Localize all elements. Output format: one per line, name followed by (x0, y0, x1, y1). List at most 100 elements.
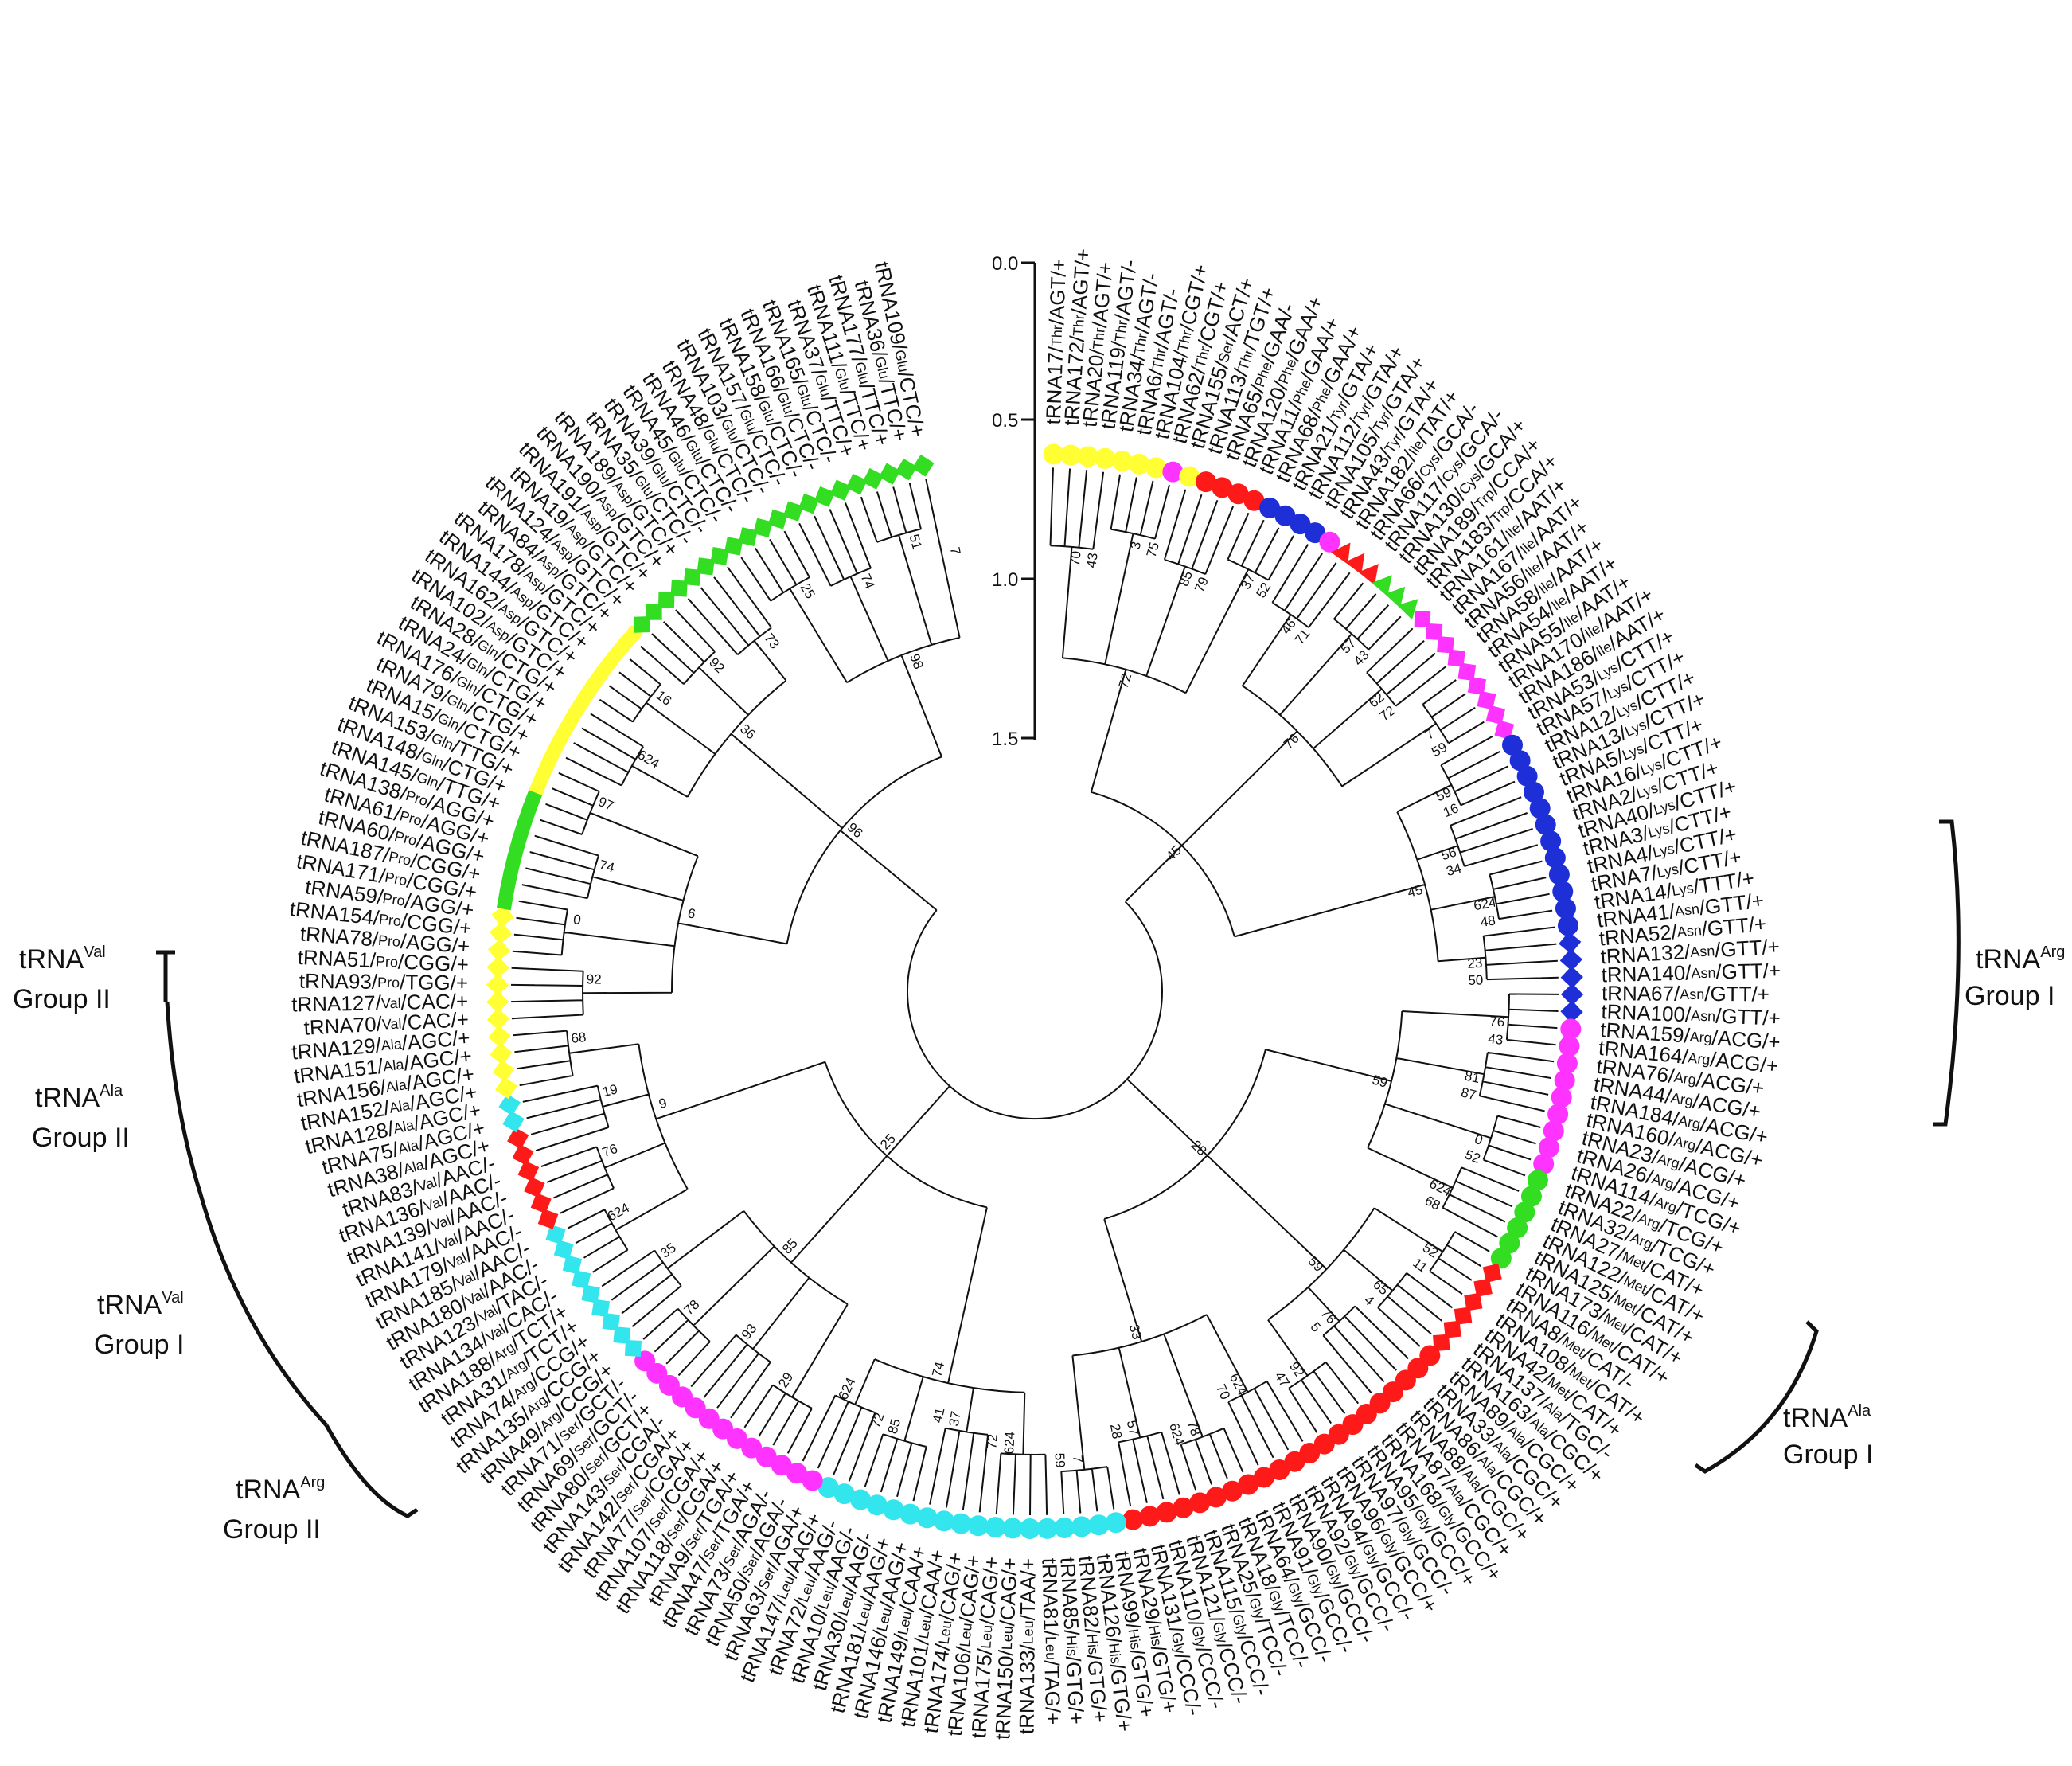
leaf-marker-trna2 (1535, 814, 1556, 835)
leaf-marker-trna115 (1189, 1492, 1211, 1514)
leaf-marker-trna52 (1559, 931, 1582, 955)
leaf-marker-trna127 (486, 990, 509, 1014)
leaf-amino-acid: Val (381, 1015, 402, 1032)
leaf-name: tRNA132/ (1600, 940, 1692, 969)
leaf-anticodon: /AGT/+ (1067, 248, 1095, 315)
leaf-amino-acid: Leu (935, 1619, 954, 1646)
leaf-name: tRNA85/ (1056, 1557, 1083, 1637)
leaf-marker-trna64 (1238, 1474, 1259, 1495)
leaf-label-trna100: tRNA100/Asn/GTT/+ (1601, 999, 1781, 1030)
leaf-marker-trna63 (802, 1470, 823, 1491)
group-label-ala-1: tRNAAla (1783, 1402, 1871, 1433)
bootstrap-value: 9 (657, 1095, 669, 1112)
leaf-marker-trna100 (1560, 1000, 1583, 1023)
leaf-amino-acid: Asn (1691, 964, 1716, 981)
leaf-marker-trna104 (1145, 457, 1167, 479)
leaf-anticodon: /AGG/+ (400, 929, 470, 959)
leaf-amino-acid: Ala (380, 1036, 404, 1053)
leaf-marker-trna177 (878, 463, 901, 485)
leaf-name: tRNA67/ (1602, 981, 1680, 1006)
scale-tick-label: 0.5 (992, 410, 1018, 432)
leaf-marker-trna31 (591, 1299, 611, 1318)
leaf-amino-acid: Ala (384, 1076, 408, 1096)
leaf-name: tRNA93/ (299, 969, 378, 994)
leaf-amino-acid: His (1106, 1643, 1125, 1665)
leaf-amino-acid: Pro (393, 828, 419, 849)
leaf-marker-trna74 (602, 1312, 620, 1331)
bracket-arg-group-1 (1933, 819, 1961, 1127)
leaf-marker-trna180 (553, 1240, 574, 1260)
bootstrap-value: 68 (570, 1030, 587, 1046)
leaf-name: tRNA127/ (291, 990, 382, 1016)
bootstrap-value: 43 (1487, 1031, 1504, 1048)
bootstrap-value: 59 (1371, 1072, 1389, 1091)
leaf-amino-acid: His (1063, 1635, 1080, 1656)
leaf-marker-trna4 (1548, 864, 1570, 885)
leaf-label-trna150: tRNA150/Leu/CAG/+ (990, 1557, 1021, 1741)
bootstrap-value: 0 (1473, 1131, 1485, 1148)
leaf-marker-trna160 (1547, 1104, 1569, 1125)
leaf-marker-trna25 (1205, 1487, 1227, 1508)
leaf-marker-trna136 (517, 1160, 540, 1182)
group-label-ala-2: tRNAAla (35, 1082, 123, 1113)
leaf-marker-trna7 (1552, 881, 1574, 902)
leaf-marker-trna99 (1105, 1512, 1126, 1534)
leaf-amino-acid: Leu (999, 1626, 1016, 1651)
leaf-marker-trna172 (1060, 444, 1082, 466)
leaf-marker-trna186 (1485, 705, 1506, 725)
leaf-markers (486, 443, 1584, 1539)
leaf-marker-trna14 (1555, 898, 1576, 920)
leaf-marker-trna32 (1520, 1186, 1542, 1207)
leaf-marker-trna56 (1437, 635, 1454, 654)
leaf-name: tRNA100/ (1601, 999, 1692, 1026)
leaf-amino-acid: Asn (1676, 922, 1703, 940)
leaf-marker-trna58 (1447, 649, 1465, 667)
leaf-marker-trna8 (1473, 1278, 1493, 1298)
leaf-anticodon: /GTT/+ (1715, 958, 1781, 983)
bootstrap-value: 51 (907, 533, 925, 551)
leaf-amino-acid: Pro (384, 869, 408, 889)
leaf-amino-acid: Arg (1677, 1112, 1702, 1132)
leaf-marker-trna27 (1514, 1201, 1535, 1223)
group-label-val-1-group: Group I (94, 1330, 184, 1360)
group-label-val-2-group: Group II (13, 984, 111, 1014)
leaf-marker-trna125 (1499, 1233, 1520, 1254)
bootstrap-value: 19 (601, 1081, 619, 1100)
leaf-marker-trna68 (1259, 497, 1281, 518)
leaf-marker-trna147 (817, 1477, 839, 1498)
leaf-marker-trna16 (1529, 798, 1551, 819)
leaf-anticodon: /GTT/+ (1700, 912, 1767, 941)
leaf-marker-trna174 (950, 1513, 972, 1534)
leaf-marker-trna165 (829, 479, 852, 501)
leaf-name: tRNA17/ (1041, 346, 1067, 425)
leaf-anticodon: /CAG/+ (995, 1557, 1022, 1627)
bootstrap-value: 74 (929, 1360, 947, 1378)
group-label-val-2: tRNAVal (19, 944, 106, 975)
bootstrap-value: 11 (1410, 1255, 1430, 1276)
leaf-marker-trna23 (1543, 1120, 1564, 1142)
leaf-marker-trna129 (488, 1025, 511, 1048)
leaf-marker-trna37 (845, 473, 868, 495)
leaf-marker-trna164 (1559, 1035, 1580, 1057)
branch-paths (510, 467, 1559, 1516)
leaf-marker-trna183 (1397, 599, 1418, 620)
leaf-label-trna140: tRNA140/Asn/GTT/+ (1601, 958, 1781, 987)
bootstrap-value: 74 (598, 857, 616, 875)
bootstrap-value: 37 (946, 1410, 964, 1428)
leaf-marker-trna140 (1560, 966, 1583, 989)
leaf-anticodon: /GTT/+ (1714, 934, 1780, 962)
bootstrap-value: 25 (798, 580, 818, 601)
leaf-marker-trna29 (1122, 1509, 1144, 1530)
leaf-anticodon: /TAG/+ (1040, 1660, 1065, 1725)
leaf-marker-trna121 (1173, 1497, 1194, 1518)
leaf-marker-trna117 (1358, 564, 1379, 585)
leaf-amino-acid: Asn (1690, 943, 1715, 960)
bracket-arg-group-2 (324, 1424, 419, 1518)
bootstrap-value: 59 (1052, 1452, 1068, 1468)
bootstrap-value: 6 (686, 905, 697, 922)
leaf-amino-acid: Thr (1131, 332, 1150, 356)
leaf-marker-trna109 (911, 454, 935, 477)
bootstrap-value: 50 (1468, 973, 1483, 988)
leaf-marker-trna12 (1509, 750, 1531, 772)
